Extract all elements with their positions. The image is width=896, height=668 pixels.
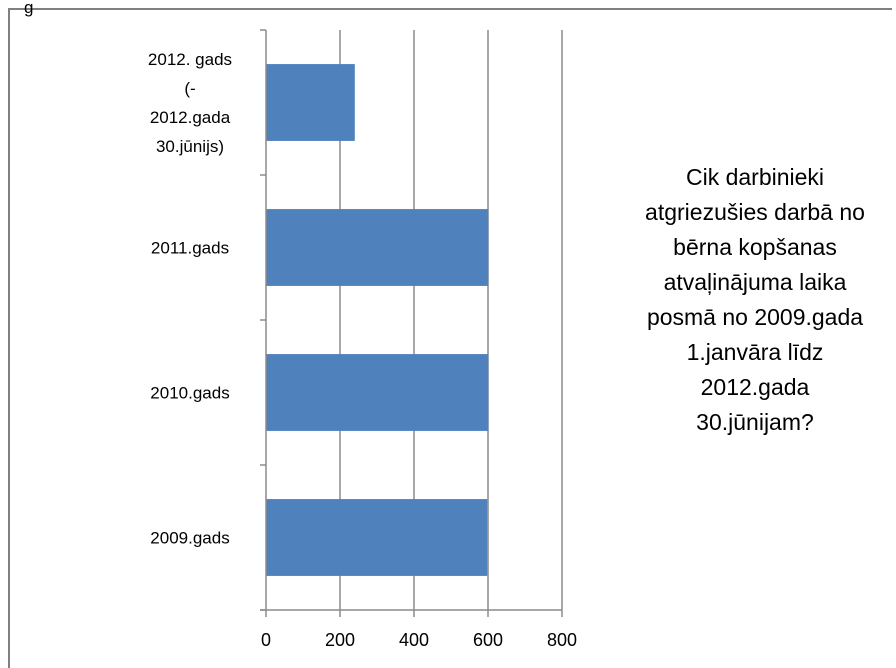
x-tick-label: 400 — [399, 630, 429, 650]
bar — [266, 209, 489, 286]
bar — [266, 64, 355, 141]
chart-title-line: bērna kopšanas — [673, 234, 837, 260]
bars — [266, 64, 489, 576]
category-label: 2009.gads — [150, 529, 229, 548]
labels: 2009.gads 2010.gads 2011.gads 2012. gads (- 2… — [148, 50, 577, 650]
chart-title: Cik darbinieki atgriezušies darbā no bērna… — [622, 160, 888, 440]
category-label: 2012.gada — [150, 108, 231, 127]
category-label: 2010.gads — [150, 384, 229, 403]
chart-title-line: 30.jūnijam? — [696, 409, 814, 435]
chart-title-line: 2012.gada — [700, 374, 810, 400]
x-tick-label: 800 — [547, 630, 577, 650]
category-label: (- — [184, 79, 195, 98]
axes — [260, 29, 563, 617]
x-tick-label: 200 — [325, 630, 355, 650]
category-label: 2012. gads — [148, 50, 232, 69]
chart-title-line: atvaļinājuma laika — [663, 269, 847, 295]
x-tick-label: 0 — [261, 630, 271, 650]
bar — [266, 499, 488, 576]
clipped-title-fragment: g — [24, 0, 34, 17]
x-tick-label: 600 — [473, 630, 503, 650]
category-label: 2011.gads — [151, 239, 229, 258]
chart-title-line: atgriezušies darbā no — [645, 199, 865, 225]
chart-title-line: posmā no 2009.gada — [646, 304, 864, 330]
bar — [266, 354, 489, 431]
chart-title-line: Cik darbinieki — [685, 164, 825, 190]
category-label: 30.jūnijs) — [156, 137, 224, 156]
chart-title-line: 1.janvāra līdz — [686, 339, 824, 365]
